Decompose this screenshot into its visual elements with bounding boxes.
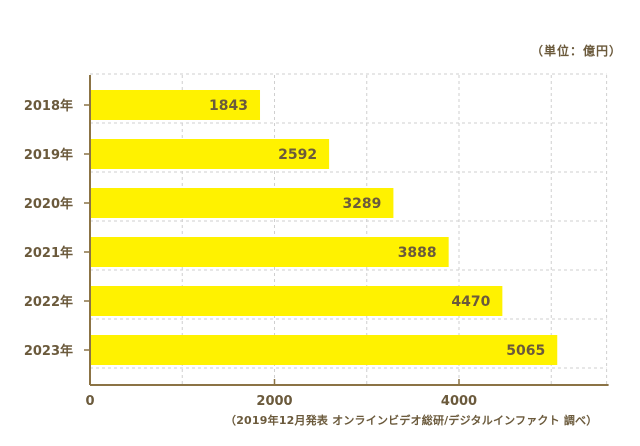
x-tick-label: 4000 bbox=[441, 394, 477, 409]
x-tick-label: 2000 bbox=[256, 394, 292, 409]
bar-value-label: 5065 bbox=[506, 343, 545, 359]
x-tick-label: 0 bbox=[85, 394, 94, 409]
bar-value-label: 1843 bbox=[209, 98, 248, 114]
category-label: 2020年 bbox=[24, 196, 73, 212]
source-note: （2019年12月発表 オンラインビデオ総研/デジタルインファクト 調べ） bbox=[225, 414, 598, 427]
bar bbox=[90, 90, 261, 120]
category-label: 2023年 bbox=[24, 343, 73, 359]
bar bbox=[90, 335, 558, 365]
bar bbox=[90, 237, 449, 267]
bar bbox=[90, 139, 330, 169]
category-label: 2019年 bbox=[24, 147, 73, 163]
bar-value-label: 2592 bbox=[278, 147, 317, 163]
category-label: 2022年 bbox=[24, 294, 73, 310]
category-label: 2021年 bbox=[24, 245, 73, 261]
bar bbox=[90, 286, 503, 316]
bar-value-label: 3888 bbox=[398, 245, 437, 261]
bar bbox=[90, 188, 394, 218]
bar-value-label: 4470 bbox=[451, 294, 490, 310]
bar-value-label: 3289 bbox=[342, 196, 381, 212]
unit-label: （単位：億円） bbox=[530, 44, 622, 58]
category-label: 2018年 bbox=[24, 98, 73, 114]
